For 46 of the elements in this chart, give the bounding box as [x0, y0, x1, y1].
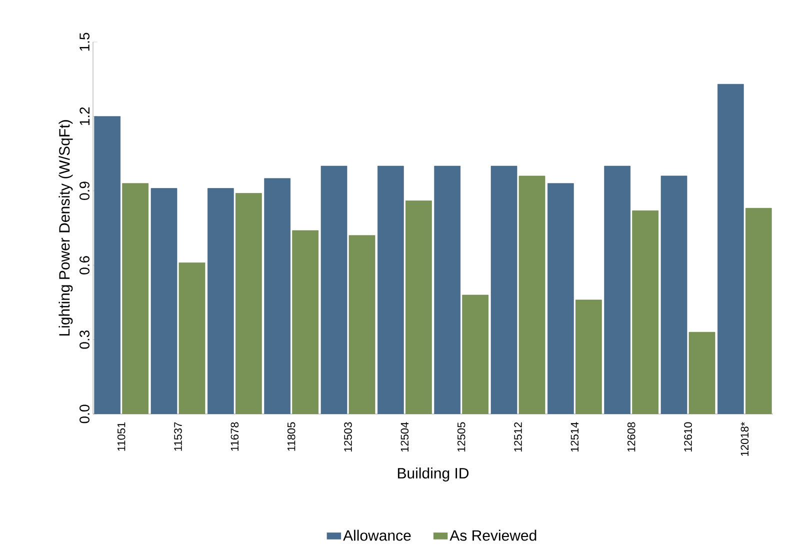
y-tick-label: 1.2: [80, 107, 90, 126]
x-tick-label: 11678: [230, 422, 239, 451]
bar: [632, 210, 658, 414]
x-axis-title: Building ID: [398, 468, 469, 482]
x-tick-label: 12514: [570, 422, 579, 452]
bar: [150, 188, 178, 414]
bar: [236, 193, 262, 414]
bar: [348, 235, 376, 414]
y-axis-title: Lighting Power Density (W/SqFt): [58, 120, 73, 336]
x-tick-label: 12503: [344, 422, 352, 452]
y-tick-label: 1.5: [80, 32, 90, 51]
bar: [518, 176, 546, 414]
bar: [490, 166, 518, 414]
x-tick-label: 12018*: [740, 422, 749, 456]
bar: [604, 166, 630, 414]
bar: [548, 183, 574, 414]
y-tick-label: 0.6: [80, 256, 90, 274]
bar: [208, 188, 234, 414]
bar: [576, 300, 602, 414]
x-tick-label: 12610: [684, 422, 692, 452]
x-tick-label: 11051: [117, 422, 126, 451]
bar: [718, 84, 744, 414]
y-tick-label: 0.3: [80, 330, 90, 349]
bar: [462, 294, 488, 414]
x-tick-label: 11805: [287, 422, 296, 451]
bar: [264, 178, 290, 414]
bar: [746, 208, 772, 414]
y-tick-label: 0.0: [80, 404, 90, 424]
bar: [660, 176, 688, 414]
bar: [122, 183, 148, 414]
bar: [378, 166, 404, 414]
x-tick-label: 12512: [514, 422, 522, 452]
bar: [94, 116, 120, 414]
x-tick-label: 12505: [457, 422, 466, 452]
legend-label: Allowance: [343, 530, 411, 541]
y-tick-label: 0.9: [80, 182, 90, 200]
bar: [292, 230, 318, 414]
bar: [434, 166, 460, 414]
x-tick-label: 12504: [400, 422, 409, 452]
bar: [406, 200, 432, 414]
x-tick-label: 12608: [627, 422, 636, 452]
legend-label: As Reviewed: [450, 530, 536, 541]
bar: [320, 166, 348, 414]
x-tick-label: 11537: [174, 422, 182, 451]
bar: [178, 262, 206, 414]
bar: [688, 332, 716, 414]
